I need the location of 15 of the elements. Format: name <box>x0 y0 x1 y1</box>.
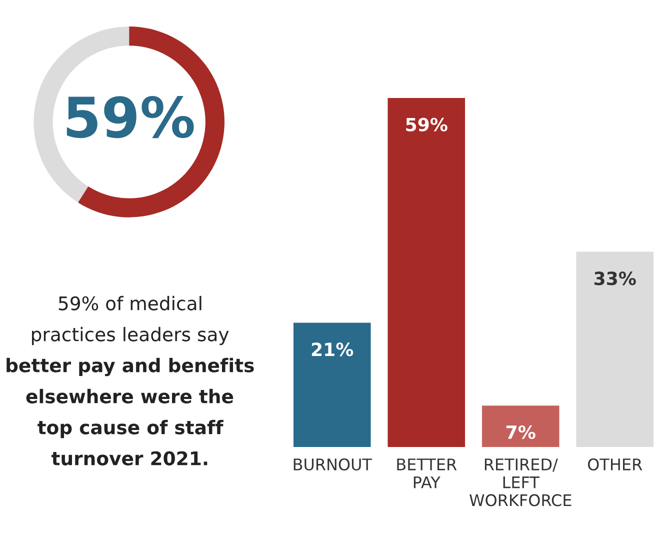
x-tick-label: BURNOUT <box>294 458 372 470</box>
data-label: 59% <box>406 118 448 132</box>
text: 59% <box>66 96 194 138</box>
data-label: 21% <box>312 342 354 356</box>
data-label: 33% <box>594 272 636 286</box>
x-tick-label: RETIRED/ LEFT WORKFORCE <box>470 458 572 506</box>
text: better pay and benefits elsewhere were the top cause of staff turnover 2021. <box>6 358 254 466</box>
bar <box>576 252 654 447</box>
bar <box>293 322 371 447</box>
bar <box>482 406 560 447</box>
x-tick-label: BETTER PAY <box>397 458 457 488</box>
text: 59% of medical practices leaders say <box>32 296 229 346</box>
bar <box>388 98 466 447</box>
data-label: 7% <box>506 425 536 440</box>
x-tick-label: OTHER <box>588 458 642 470</box>
